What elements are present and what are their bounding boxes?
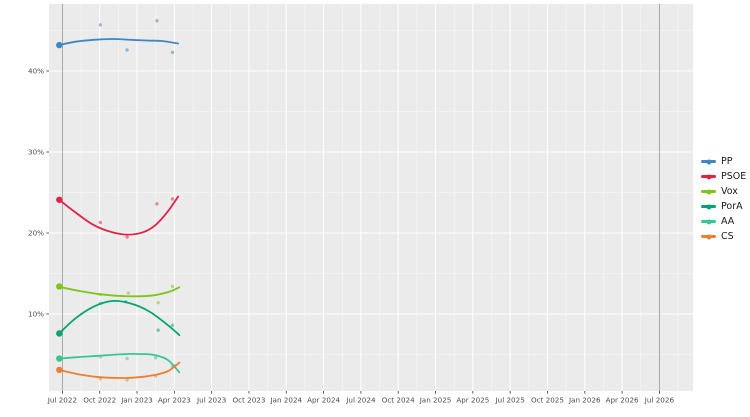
trend-line-cs bbox=[58, 361, 181, 379]
x-axis-tick-label: Jul 2023 bbox=[196, 396, 226, 405]
poll-dot-psoe bbox=[170, 197, 175, 201]
poll-dot-pora bbox=[156, 328, 160, 332]
legend-item-pp: PP bbox=[701, 156, 746, 167]
poll-dot-aa bbox=[125, 356, 129, 361]
legend-item-aa: AA bbox=[701, 216, 746, 227]
poll-dot-pp bbox=[155, 19, 159, 23]
y-axis-tick-label: 20% bbox=[28, 229, 44, 238]
election-result-dot-psoe bbox=[56, 196, 63, 203]
legend-item-pora: PorA bbox=[701, 201, 746, 212]
poll-dot-vox bbox=[156, 300, 160, 305]
y-axis-tick-label: 10% bbox=[28, 310, 44, 319]
legend-label-psoe: PSOE bbox=[721, 170, 747, 182]
election-result-dot-cs bbox=[56, 366, 63, 374]
legend-key-psoe bbox=[701, 174, 716, 179]
x-axis-tick-label: Oct 2024 bbox=[382, 396, 415, 405]
x-axis-tick-label: Apr 2025 bbox=[456, 396, 489, 405]
y-axis-tick-label: 40% bbox=[28, 67, 44, 76]
poll-dot-pp bbox=[170, 50, 175, 55]
election-result-dot-aa bbox=[56, 355, 63, 362]
x-axis-tick-label: Apr 2023 bbox=[158, 396, 191, 405]
legend-key-dot bbox=[706, 234, 711, 239]
x-axis-tick-label: Jan 2024 bbox=[269, 396, 302, 405]
trend-line-aa bbox=[58, 353, 181, 374]
x-axis-tick-label: Apr 2024 bbox=[307, 396, 340, 405]
legend-key-vox bbox=[701, 189, 716, 194]
legend-label-pora: PorA bbox=[721, 200, 743, 212]
legend-key-pora bbox=[701, 204, 716, 209]
legend-item-vox: Vox bbox=[701, 186, 746, 197]
x-axis-tick-label: Jan 2025 bbox=[419, 396, 452, 405]
legend-key-dot bbox=[706, 159, 711, 164]
election-result-dot-pora bbox=[56, 330, 63, 337]
y-axis-tick-label: 30% bbox=[28, 148, 44, 157]
x-axis-tick-label: Apr 2026 bbox=[606, 396, 639, 405]
legend-item-cs: CS bbox=[701, 231, 746, 242]
x-axis-tick-label: Jan 2023 bbox=[120, 396, 153, 405]
legend-key-dot bbox=[706, 204, 711, 209]
x-axis-tick-label: Oct 2025 bbox=[531, 396, 564, 405]
chart-legend: PP PSOE Vox PorA AA CS bbox=[701, 156, 746, 242]
poll-dot-psoe bbox=[125, 235, 129, 239]
x-axis-tick-label: Oct 2022 bbox=[83, 396, 116, 405]
legend-key-aa bbox=[701, 219, 716, 224]
poll-dot-vox bbox=[170, 284, 175, 289]
legend-key-cs bbox=[701, 234, 716, 239]
election-result-dot-vox bbox=[56, 283, 63, 290]
poll-dot-pp bbox=[98, 23, 103, 27]
legend-label-cs: CS bbox=[721, 230, 734, 242]
poll-dot-aa bbox=[153, 356, 158, 360]
legend-key-pp bbox=[701, 159, 716, 164]
trend-line-psoe bbox=[58, 195, 179, 236]
x-axis-tick-label: Jul 2025 bbox=[495, 396, 525, 405]
poll-dot-cs bbox=[125, 378, 129, 382]
legend-item-psoe: PSOE bbox=[701, 171, 746, 182]
trend-line-pp bbox=[58, 38, 179, 46]
plot-panel bbox=[49, 4, 693, 391]
legend-label-pp: PP bbox=[721, 155, 733, 167]
poll-dot-pp bbox=[125, 48, 129, 52]
x-axis-tick-label: Jan 2026 bbox=[568, 396, 601, 405]
legend-key-dot bbox=[706, 189, 711, 194]
legend-key-dot bbox=[706, 174, 711, 179]
poll-dot-psoe bbox=[98, 220, 103, 225]
trend-line-pora bbox=[58, 299, 181, 336]
legend-key-dot bbox=[706, 219, 711, 224]
x-axis-tick-label: Oct 2023 bbox=[232, 396, 265, 405]
poll-dot-psoe bbox=[155, 202, 159, 206]
election-result-dot-pp bbox=[56, 41, 63, 49]
poll-dot-pora bbox=[170, 323, 175, 328]
x-axis-tick-label: Jul 2024 bbox=[345, 396, 376, 405]
trend-line-vox bbox=[58, 286, 181, 298]
x-axis-tick-label: Jul 2026 bbox=[644, 396, 675, 405]
legend-label-vox: Vox bbox=[721, 185, 738, 197]
poll-dot-vox bbox=[126, 291, 131, 295]
x-axis-tick-label: Jul 2022 bbox=[47, 396, 77, 405]
legend-label-aa: AA bbox=[721, 215, 735, 227]
